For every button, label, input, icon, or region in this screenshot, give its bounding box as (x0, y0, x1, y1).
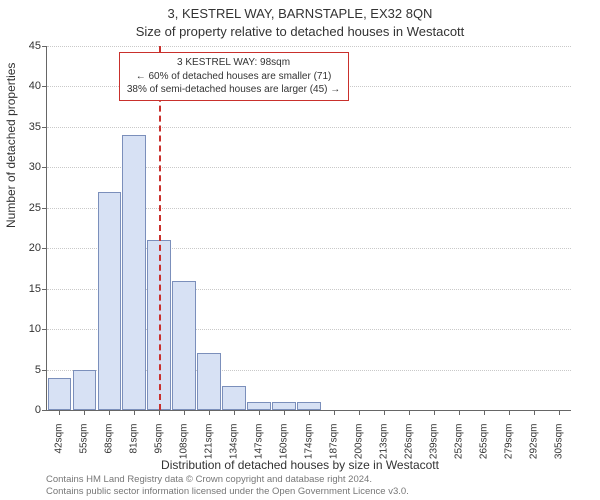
y-tick-mark (42, 127, 47, 128)
histogram-bar (122, 135, 146, 410)
y-tick-mark (42, 248, 47, 249)
callout-line: 3 KESTREL WAY: 98sqm (126, 56, 342, 70)
plot-area: 05101520253035404542sqm55sqm68sqm81sqm95… (46, 46, 571, 411)
y-tick-label: 35 (13, 121, 41, 133)
attribution-line-1: Contains HM Land Registry data © Crown c… (46, 474, 409, 486)
y-tick-mark (42, 167, 47, 168)
x-tick-mark (459, 410, 460, 415)
y-tick-mark (42, 86, 47, 87)
y-tick-label: 20 (13, 242, 41, 254)
y-tick-label: 5 (13, 364, 41, 376)
page-title-address: 3, KESTREL WAY, BARNSTAPLE, EX32 8QN (0, 6, 600, 21)
x-tick-mark (534, 410, 535, 415)
x-tick-mark (259, 410, 260, 415)
y-tick-label: 40 (13, 80, 41, 92)
histogram-bar (297, 402, 321, 410)
y-tick-label: 10 (13, 323, 41, 335)
y-tick-mark (42, 410, 47, 411)
y-tick-label: 25 (13, 202, 41, 214)
grid-line (47, 127, 571, 128)
x-tick-mark (209, 410, 210, 415)
x-tick-mark (59, 410, 60, 415)
x-tick-mark (309, 410, 310, 415)
histogram-bar (48, 378, 72, 410)
y-tick-label: 0 (13, 404, 41, 416)
x-axis-label: Distribution of detached houses by size … (0, 458, 600, 472)
histogram-bar (98, 192, 122, 410)
histogram-bar (197, 353, 221, 410)
grid-line (47, 46, 571, 47)
y-tick-mark (42, 370, 47, 371)
x-tick-mark (559, 410, 560, 415)
x-tick-mark (509, 410, 510, 415)
x-tick-mark (484, 410, 485, 415)
callout-line: 38% of semi-detached houses are larger (… (126, 83, 342, 97)
y-tick-label: 15 (13, 283, 41, 295)
attribution-text: Contains HM Land Registry data © Crown c… (46, 474, 409, 498)
x-tick-mark (334, 410, 335, 415)
y-tick-mark (42, 46, 47, 47)
x-tick-mark (409, 410, 410, 415)
y-tick-mark (42, 329, 47, 330)
y-tick-mark (42, 289, 47, 290)
histogram-bar (222, 386, 246, 410)
page-title-subtitle: Size of property relative to detached ho… (0, 24, 600, 39)
x-tick-mark (84, 410, 85, 415)
y-tick-mark (42, 208, 47, 209)
x-tick-mark (109, 410, 110, 415)
property-marker-line (159, 46, 161, 410)
histogram-chart: 05101520253035404542sqm55sqm68sqm81sqm95… (46, 46, 570, 410)
callout-line: ← 60% of detached houses are smaller (71… (126, 70, 342, 84)
x-tick-mark (434, 410, 435, 415)
y-tick-label: 45 (13, 40, 41, 52)
x-tick-mark (184, 410, 185, 415)
x-tick-mark (284, 410, 285, 415)
histogram-bar (272, 402, 296, 410)
histogram-bar (73, 370, 97, 410)
x-tick-mark (234, 410, 235, 415)
x-tick-mark (359, 410, 360, 415)
x-tick-mark (134, 410, 135, 415)
x-tick-mark (384, 410, 385, 415)
histogram-bar (172, 281, 196, 410)
x-tick-mark (159, 410, 160, 415)
histogram-bar (247, 402, 271, 410)
y-tick-label: 30 (13, 161, 41, 173)
attribution-line-2: Contains public sector information licen… (46, 486, 409, 498)
property-callout: 3 KESTREL WAY: 98sqm← 60% of detached ho… (119, 52, 349, 101)
